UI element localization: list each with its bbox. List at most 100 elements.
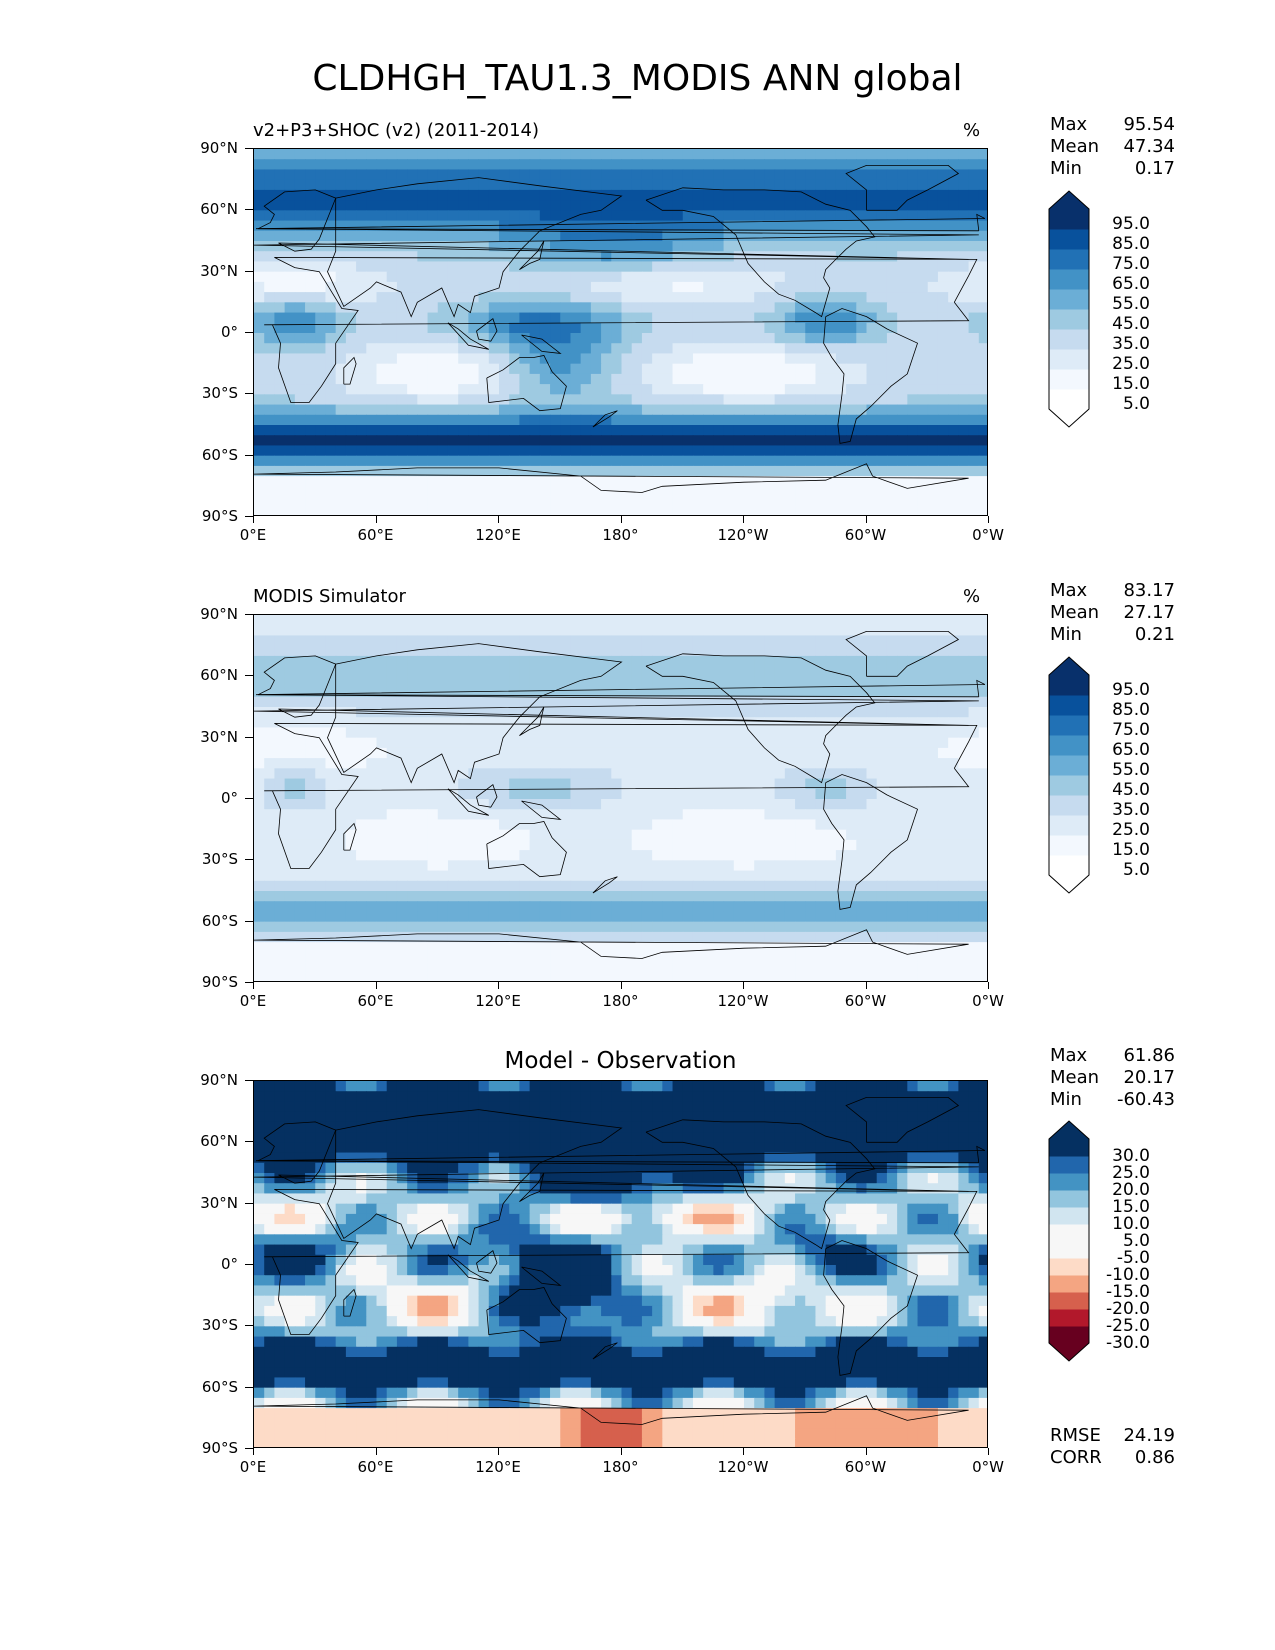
field-cell (733, 363, 745, 375)
field-cell (560, 486, 572, 498)
field-cell (713, 333, 725, 344)
field-cell (478, 931, 490, 943)
field-cell (846, 414, 857, 426)
field-cell (570, 747, 582, 759)
field-cell (713, 373, 725, 385)
field-cell (315, 778, 327, 790)
field-cell (948, 373, 959, 385)
field-cell (682, 891, 694, 902)
field-cell (437, 778, 449, 790)
field-cell (835, 353, 847, 365)
field-cell (886, 829, 898, 841)
field-cell (407, 931, 418, 943)
field-cell (672, 635, 684, 647)
field-cell (366, 486, 378, 498)
field-cell (499, 809, 510, 821)
field-cell (784, 149, 796, 160)
field-cell (703, 220, 714, 232)
field-cell (764, 809, 776, 821)
field-cell (907, 727, 919, 739)
field-cell (948, 343, 959, 355)
field-cell (846, 210, 857, 222)
field-cell (570, 799, 582, 810)
field-cell (529, 220, 541, 232)
field-cell (754, 210, 766, 222)
field-cell (560, 373, 572, 385)
field-cell (325, 635, 337, 647)
field-cell (876, 414, 888, 426)
field-cell (325, 799, 337, 810)
field-cell (396, 322, 408, 334)
field-cell (254, 778, 265, 790)
field-cell (407, 839, 418, 851)
colorbar: 95.0 85.0 75.0 65.0 55.0 45.0 35.0 25.0 15.0 5.0 (1048, 190, 1150, 432)
field-cell (958, 200, 970, 211)
field-cell (937, 169, 949, 181)
field-cell (499, 292, 510, 303)
field-cell (560, 394, 572, 406)
field-cell (529, 686, 541, 698)
field-cell (733, 425, 745, 436)
field-cell (315, 476, 327, 487)
field-cell (264, 169, 276, 181)
field-cell (774, 901, 786, 913)
field-cell (692, 747, 704, 759)
field-cell (386, 384, 398, 395)
field-cell (917, 727, 929, 739)
field-cell (795, 414, 806, 426)
field-cell (866, 506, 878, 515)
field-cell (795, 880, 806, 892)
field-cell (539, 717, 551, 729)
field-cell (978, 384, 987, 395)
field-cell (937, 778, 949, 790)
field-cell (866, 302, 878, 314)
field-cell (652, 839, 663, 851)
field-cell (488, 230, 500, 242)
field-cell (927, 169, 939, 181)
field-cell (509, 302, 521, 314)
field-cell (284, 169, 296, 181)
field-cell (682, 343, 694, 355)
field-cell (662, 901, 674, 913)
field-cell (907, 891, 919, 902)
field-cell (662, 839, 674, 851)
field-cell (437, 696, 449, 708)
field-cell (580, 302, 592, 314)
field-cell (580, 615, 592, 626)
field-cell (356, 778, 367, 790)
field-cell (325, 251, 337, 263)
field-cell (815, 384, 827, 395)
stat-value: 0.17 (1134, 158, 1175, 179)
field-cell (846, 343, 857, 355)
field-cell (733, 394, 745, 406)
field-cell (703, 788, 714, 800)
field-cell (468, 333, 480, 344)
field-cell (662, 394, 674, 406)
field-cell (856, 394, 868, 406)
field-cell (407, 189, 418, 201)
field-cell (815, 200, 827, 211)
field-cell (754, 322, 766, 334)
field-cell (917, 465, 929, 477)
field-cell (958, 850, 970, 861)
field-cell (356, 404, 367, 416)
field-cell (560, 149, 572, 160)
field-cell (315, 931, 327, 943)
field-cell (294, 455, 306, 467)
field-cell (468, 251, 480, 263)
field-cell (937, 486, 949, 498)
colorbar-segment (1049, 269, 1089, 290)
field-cell (325, 435, 337, 447)
field-cell (611, 727, 623, 739)
field-cell (294, 737, 306, 749)
field-cell (407, 373, 418, 385)
field-cell (539, 384, 551, 395)
field-cell (886, 880, 898, 892)
field-cell (254, 727, 265, 739)
field-cell (641, 394, 653, 406)
field-cell (570, 645, 582, 657)
field-cell (958, 768, 970, 780)
field-cell (917, 625, 929, 637)
field-cell (499, 788, 510, 800)
field-cell (356, 159, 367, 171)
